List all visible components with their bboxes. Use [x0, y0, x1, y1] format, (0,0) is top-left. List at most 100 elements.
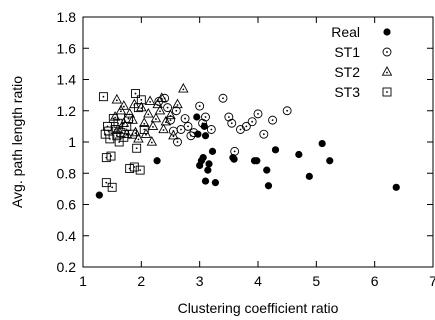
- data-point-triangle-dot: [136, 101, 147, 112]
- data-point-square-dot: [101, 178, 111, 188]
- data-point-square-dot: [114, 137, 124, 147]
- legend-label: ST1: [334, 44, 360, 60]
- data-point-triangle-dot: [130, 126, 141, 137]
- data-point-filled-circle: [95, 191, 103, 199]
- data-point-triangle-dot: [158, 123, 169, 134]
- data-point-circle-dot: [180, 114, 190, 124]
- y-tick-label: 1: [68, 134, 76, 150]
- x-tick-label: 6: [371, 273, 379, 289]
- data-point-square-dot: [136, 95, 146, 105]
- y-tick-label: 0.2: [57, 259, 77, 275]
- x-tick-label: 4: [254, 273, 262, 289]
- x-tick-label: 2: [137, 273, 145, 289]
- legend-label: ST2: [334, 64, 360, 80]
- data-point-square-dot: [129, 162, 139, 172]
- y-axis-label: Avg. path length ratio: [9, 76, 25, 208]
- data-point-triangle-dot: [147, 120, 159, 131]
- data-point-circle-dot: [163, 103, 173, 113]
- data-point-filled-circle: [392, 183, 400, 191]
- data-point-filled-circle: [326, 157, 334, 165]
- data-point-filled-circle: [263, 166, 271, 174]
- data-point-square-dot: [132, 143, 142, 153]
- data-point-filled-circle: [295, 150, 303, 159]
- data-point-triangle-dot: [152, 98, 163, 109]
- x-tick-label: 3: [196, 273, 204, 289]
- data-point-filled-circle: [199, 154, 207, 162]
- data-point-circle-dot: [268, 115, 278, 125]
- legend-label: Real: [331, 24, 360, 40]
- data-point-filled-circle: [153, 157, 161, 165]
- data-point-triangle-dot: [144, 95, 156, 106]
- data-point-square-dot: [135, 165, 145, 175]
- data-point-circle-dot: [382, 47, 392, 57]
- data-point-triangle-dot: [160, 115, 172, 126]
- data-point-triangle-dot: [115, 104, 127, 115]
- x-tick-label: 7: [429, 273, 435, 289]
- data-point-square-dot: [128, 129, 138, 139]
- data-point-filled-circle: [305, 172, 313, 180]
- data-point-circle-dot: [171, 106, 181, 116]
- data-point-circle-dot: [227, 118, 237, 128]
- data-point-circle-dot: [253, 109, 263, 119]
- data-point-square-dot: [119, 132, 129, 142]
- y-tick-label: 1.8: [57, 9, 77, 25]
- data-point-triangle-dot: [143, 107, 154, 118]
- data-point-filled-circle: [271, 146, 280, 154]
- x-axis-label: Clustering coefficient ratio: [178, 300, 339, 316]
- data-point-filled-circle: [230, 155, 238, 163]
- data-point-filled-circle: [208, 147, 217, 155]
- data-point-filled-circle: [204, 166, 212, 174]
- y-tick-label: 1.4: [57, 72, 77, 88]
- data-point-square-dot: [107, 182, 117, 192]
- data-point-circle-dot: [241, 121, 251, 131]
- data-point-circle-dot: [206, 125, 216, 134]
- y-tick-label: 1.6: [57, 40, 77, 56]
- data-point-triangle-dot: [178, 82, 189, 93]
- data-point-triangle-dot: [138, 117, 150, 127]
- data-point-square-dot: [105, 134, 115, 144]
- data-point-circle-dot: [247, 117, 257, 127]
- data-point-triangle-dot: [154, 104, 166, 115]
- data-point-square-dot: [124, 114, 133, 124]
- data-point-square-dot: [139, 125, 149, 134]
- y-tick-label: 0.8: [57, 165, 77, 181]
- data-point-circle-dot: [201, 112, 210, 122]
- data-marks: [95, 82, 400, 199]
- data-point-circle-dot: [236, 125, 245, 134]
- data-point-filled-circle: [264, 182, 273, 190]
- data-point-filled-circle: [211, 179, 220, 187]
- data-point-square-dot: [382, 87, 392, 97]
- data-point-triangle-dot: [381, 66, 393, 76]
- data-point-triangle-dot: [156, 92, 168, 102]
- data-point-filled-circle: [383, 28, 391, 36]
- data-point-filled-circle: [201, 177, 210, 185]
- data-point-filled-circle: [253, 157, 261, 165]
- x-tick-label: 1: [79, 273, 87, 289]
- data-point-square-dot: [113, 118, 123, 128]
- data-point-filled-circle: [318, 139, 326, 148]
- data-point-circle-dot: [198, 118, 208, 128]
- data-point-triangle-dot: [146, 136, 158, 146]
- data-point-square-dot: [110, 125, 120, 134]
- data-point-filled-circle: [205, 160, 213, 168]
- data-point-triangle-dot: [111, 93, 123, 104]
- data-point-filled-circle: [201, 132, 210, 140]
- data-point-circle-dot: [218, 93, 228, 103]
- axis-ticks: 1 2 3 4 5 6 7 0.2 0.4 0.6 0.8 1 1.2 1.4 1.6 1.8: [57, 9, 435, 289]
- data-point-triangle-dot: [150, 112, 162, 123]
- y-tick-label: 1.2: [57, 103, 77, 119]
- data-point-circle-dot: [259, 129, 269, 139]
- y-tick-label: 0.4: [57, 228, 77, 244]
- data-point-square-dot: [98, 92, 108, 102]
- data-point-circle-dot: [189, 128, 199, 138]
- legend-label: ST3: [334, 84, 360, 100]
- data-point-triangle-dot: [165, 109, 176, 120]
- data-point-circle-dot: [230, 146, 240, 156]
- y-tick-label: 0.6: [57, 197, 77, 213]
- x-tick-label: 5: [312, 273, 320, 289]
- data-point-circle-dot: [195, 101, 205, 111]
- data-point-filled-circle: [193, 113, 201, 121]
- data-point-square-dot: [131, 89, 140, 99]
- data-point-circle-dot: [183, 121, 193, 131]
